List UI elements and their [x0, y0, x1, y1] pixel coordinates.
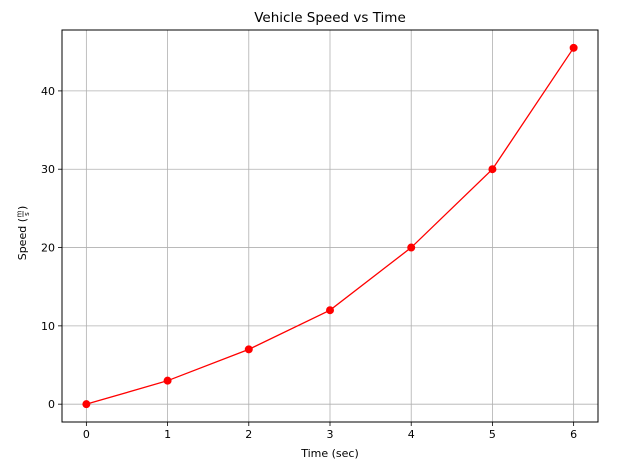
- data-point: [488, 165, 497, 174]
- data-point: [82, 400, 91, 409]
- y-tick-label: 40: [41, 85, 55, 98]
- y-axis-label-denominator: s: [23, 212, 31, 216]
- x-tick-label: 6: [570, 428, 577, 441]
- y-tick-label: 0: [48, 398, 55, 411]
- x-tick-label: 1: [164, 428, 171, 441]
- x-tick-label: 5: [489, 428, 496, 441]
- y-tick-label: 30: [41, 163, 55, 176]
- y-axis-label-prefix: Speed (: [16, 218, 29, 260]
- chart-title: Vehicle Speed vs Time: [254, 10, 406, 26]
- x-tick-label: 2: [245, 428, 252, 441]
- x-tick-label: 0: [83, 428, 90, 441]
- y-axis-label: Speed ( m s ): [16, 206, 32, 261]
- grid: [62, 30, 598, 422]
- series-layer: [82, 43, 578, 409]
- data-point: [163, 376, 172, 385]
- y-axis-label-suffix: ): [16, 206, 29, 210]
- y-tick-label: 10: [41, 320, 55, 333]
- y-axis-label-numerator: m: [16, 210, 24, 217]
- data-point: [569, 43, 578, 52]
- x-tick-label: 4: [408, 428, 415, 441]
- data-point: [326, 306, 334, 315]
- x-axis-label: Time (sec): [300, 447, 359, 460]
- data-point: [407, 243, 416, 252]
- ticks: 0 1 2 3 4 5 6 0 10 20 30 40: [41, 85, 577, 441]
- data-point: [244, 345, 253, 354]
- x-tick-label: 3: [327, 428, 334, 441]
- y-tick-label: 20: [41, 242, 55, 255]
